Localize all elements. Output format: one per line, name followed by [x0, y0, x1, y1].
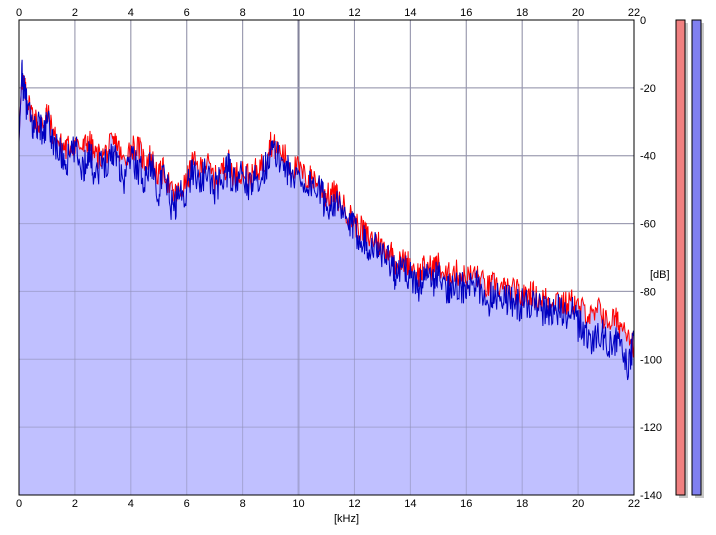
channel-2-spectrum-line: [18, 59, 635, 381]
y-tick-label: -40: [640, 151, 656, 163]
plot-border: [18, 19, 635, 496]
x-tick-label-top: 22: [628, 7, 640, 19]
x-tick-label-bottom: 22: [628, 498, 640, 510]
x-tick-label-bottom: 0: [16, 498, 22, 510]
x-tick-label-top: 20: [572, 7, 584, 19]
x-tick-label-top: 18: [516, 7, 528, 19]
x-tick-label-top: 16: [460, 7, 472, 19]
level-meter-channel-1: [675, 19, 686, 496]
x-axis-unit-label: [kHz]: [334, 513, 359, 525]
x-tick-label-top: 6: [184, 7, 190, 19]
x-axis-top-tick-labels: 0 2 4 6 8 10 12 14 16 18 20 22: [16, 7, 640, 19]
x-tick-label-bottom: 10: [292, 498, 304, 510]
x-tick-label-top: 4: [128, 7, 134, 19]
y-tick-label: -80: [640, 286, 656, 298]
x-tick-label-bottom: 2: [72, 498, 78, 510]
spectrum-fill-area: [19, 59, 634, 495]
x-tick-label-bottom: 4: [128, 498, 134, 510]
x-tick-label-bottom: 18: [516, 498, 528, 510]
x-tick-label-top: 10: [292, 7, 304, 19]
y-tick-label: -20: [640, 83, 656, 95]
y-axis-unit-label: [dB]: [650, 269, 670, 281]
x-tick-label-top: 14: [404, 7, 416, 19]
x-tick-label-top: 12: [348, 7, 360, 19]
y-axis-right-tick-labels: 0 -20 -40 -60 -80 -100 -120 -140: [640, 15, 662, 502]
y-tick-label: -100: [640, 354, 662, 366]
y-tick-label: -140: [640, 490, 662, 502]
channel-1-spectrum-line: [18, 75, 635, 358]
x-tick-label-top: 2: [72, 7, 78, 19]
x-axis-bottom-tick-labels: 0 2 4 6 8 10 12 14 16 18 20 22: [16, 498, 640, 510]
x-tick-label-bottom: 14: [404, 498, 416, 510]
x-tick-label-bottom: 20: [572, 498, 584, 510]
x-tick-label-top: 8: [240, 7, 246, 19]
y-tick-label: 0: [640, 15, 646, 27]
x-tick-label-bottom: 16: [460, 498, 472, 510]
y-tick-label: -120: [640, 422, 662, 434]
x-tick-label-top: 0: [16, 7, 22, 19]
level-meter-channel-2: [691, 19, 702, 496]
x-tick-label-bottom: 12: [348, 498, 360, 510]
x-tick-label-bottom: 8: [240, 498, 246, 510]
level-meters: [675, 19, 704, 498]
y-tick-label: -60: [640, 219, 656, 231]
x-tick-label-bottom: 6: [184, 498, 190, 510]
